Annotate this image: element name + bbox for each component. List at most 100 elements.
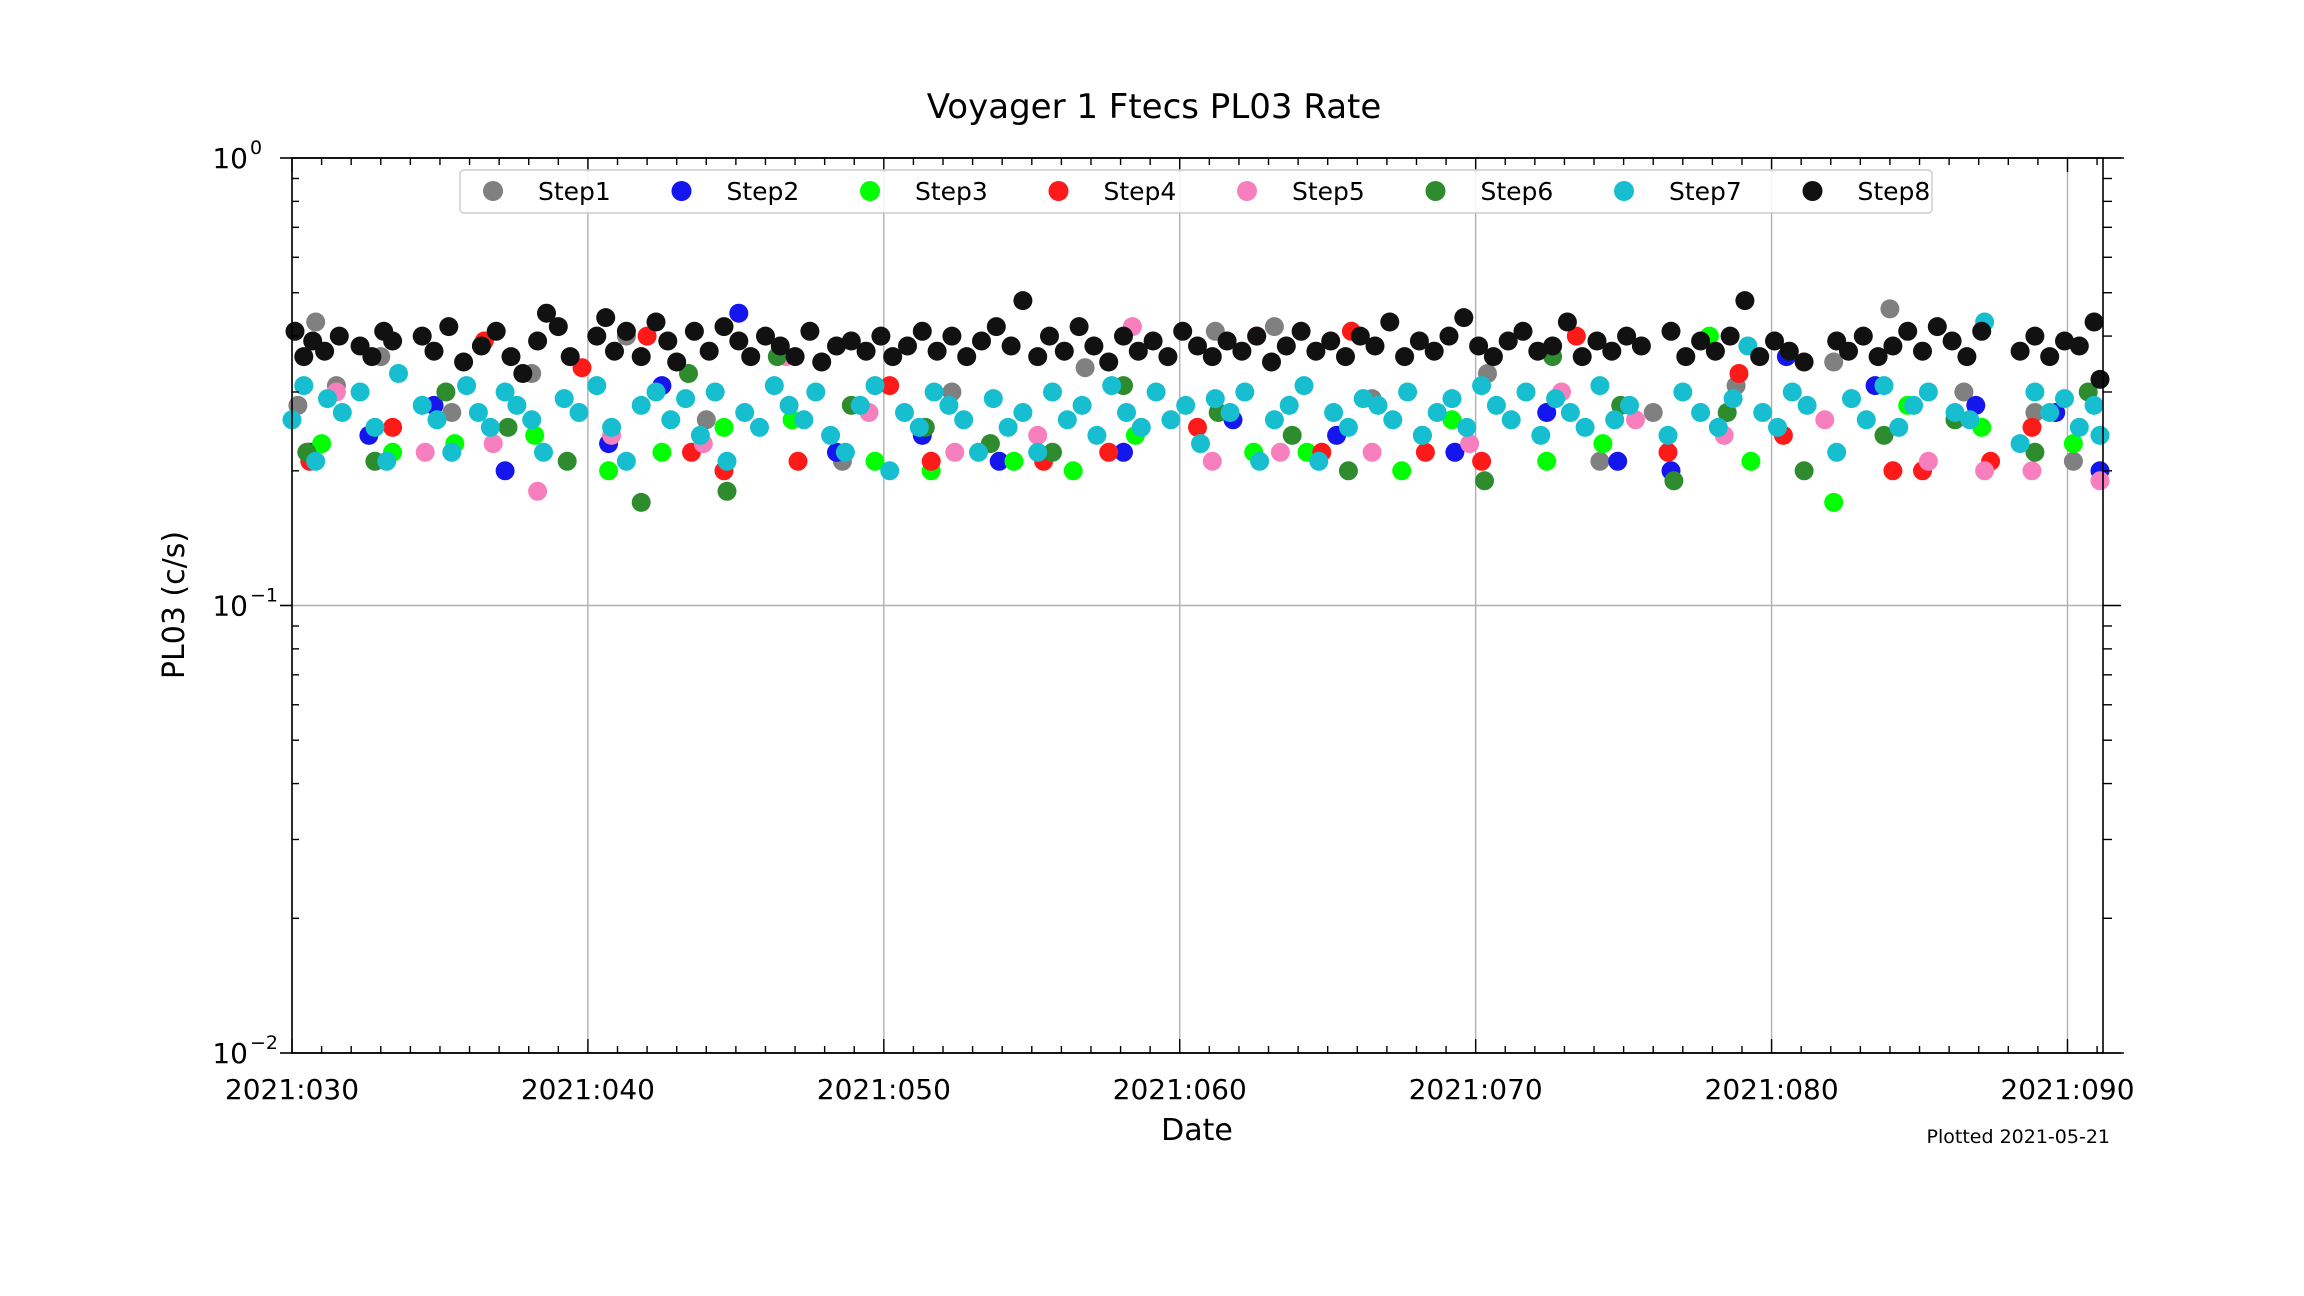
data-point bbox=[1729, 364, 1749, 383]
legend-marker bbox=[1048, 181, 1069, 201]
data-point bbox=[1013, 291, 1033, 311]
data-point bbox=[548, 317, 568, 337]
data-point bbox=[1602, 341, 1622, 361]
data-point bbox=[1395, 347, 1415, 367]
data-point bbox=[294, 347, 314, 367]
data-point bbox=[1457, 417, 1477, 437]
data-point bbox=[1842, 389, 1861, 409]
data-point bbox=[468, 403, 488, 422]
data-point bbox=[557, 451, 577, 471]
data-point bbox=[788, 451, 808, 471]
data-point bbox=[800, 321, 820, 341]
data-point bbox=[741, 347, 761, 367]
data-point bbox=[315, 341, 335, 361]
data-point bbox=[1537, 403, 1557, 422]
data-point bbox=[1954, 382, 1974, 402]
data-point bbox=[835, 442, 855, 462]
legend-marker bbox=[1614, 181, 1634, 201]
data-point bbox=[696, 410, 716, 430]
data-point bbox=[1264, 317, 1284, 337]
data-point bbox=[1415, 442, 1435, 462]
data-point bbox=[528, 481, 548, 501]
data-point bbox=[1856, 410, 1876, 430]
data-point bbox=[1691, 403, 1711, 422]
data-point bbox=[1824, 492, 1844, 512]
data-point bbox=[1608, 451, 1628, 471]
legend-marker bbox=[1802, 181, 1823, 201]
data-point bbox=[871, 326, 891, 346]
data-point bbox=[1114, 442, 1133, 462]
data-point bbox=[1040, 326, 1059, 346]
data-point bbox=[605, 341, 624, 361]
data-point bbox=[972, 331, 991, 351]
data-point bbox=[1353, 389, 1373, 409]
x-tick-label: 2021:080 bbox=[1705, 1073, 1839, 1106]
axis-ticks bbox=[280, 157, 2121, 1054]
legend-label: Step8 bbox=[1858, 177, 1931, 206]
data-point bbox=[1708, 417, 1728, 437]
data-point bbox=[717, 451, 737, 471]
data-point bbox=[1075, 358, 1095, 378]
data-point bbox=[1321, 331, 1341, 351]
data-point bbox=[1161, 410, 1181, 430]
data-point bbox=[383, 417, 403, 437]
data-point bbox=[1874, 425, 1894, 445]
data-point bbox=[1146, 382, 1166, 402]
data-point bbox=[2025, 442, 2045, 462]
data-point bbox=[1383, 410, 1403, 430]
data-point bbox=[850, 395, 870, 415]
data-point bbox=[998, 417, 1018, 437]
data-point bbox=[646, 382, 666, 402]
data-point bbox=[1942, 331, 1962, 351]
data-point bbox=[924, 382, 944, 402]
data-point bbox=[1099, 442, 1119, 462]
data-point bbox=[329, 326, 349, 346]
data-point bbox=[312, 434, 332, 454]
data-point bbox=[1827, 442, 1847, 462]
x-tick-labels: 2021:030 2021:040 2021:050 2021:060 2021:070… bbox=[225, 1073, 2135, 1106]
y-tick-label: 10 bbox=[212, 142, 248, 175]
y-tick-exponent: 0 bbox=[250, 137, 262, 159]
data-point bbox=[362, 347, 382, 367]
data-point bbox=[954, 410, 974, 430]
data-point bbox=[2063, 451, 2083, 471]
data-point bbox=[756, 326, 775, 346]
y-tick-label: 10 bbox=[212, 590, 248, 623]
data-point bbox=[501, 347, 521, 367]
data-point bbox=[285, 321, 305, 341]
data-point bbox=[454, 352, 474, 372]
data-point bbox=[1673, 382, 1693, 402]
x-tick-label: 2021:060 bbox=[1113, 1073, 1247, 1106]
data-point bbox=[1338, 461, 1358, 481]
data-point bbox=[1531, 425, 1551, 445]
data-point bbox=[699, 341, 719, 361]
data-point bbox=[1631, 336, 1651, 356]
x-tick-label: 2021:030 bbox=[225, 1073, 359, 1106]
data-point bbox=[439, 317, 459, 337]
data-point bbox=[1063, 461, 1083, 481]
data-point bbox=[1475, 471, 1494, 491]
data-point bbox=[554, 389, 574, 409]
legend-marker bbox=[1237, 181, 1257, 201]
legend-box bbox=[459, 169, 1933, 214]
data-point bbox=[1114, 326, 1133, 346]
data-point bbox=[1324, 403, 1344, 422]
data-point bbox=[1753, 403, 1773, 422]
data-point bbox=[495, 461, 515, 481]
data-point bbox=[486, 321, 506, 341]
legend-label: Step2 bbox=[727, 177, 800, 206]
data-point bbox=[1913, 341, 1932, 361]
data-point bbox=[1705, 341, 1725, 361]
data-point bbox=[945, 442, 965, 462]
data-point bbox=[498, 417, 518, 437]
data-point bbox=[1498, 331, 1518, 351]
data-point bbox=[1282, 425, 1302, 445]
data-point bbox=[705, 382, 725, 402]
data-point bbox=[1380, 312, 1400, 332]
data-point bbox=[2055, 331, 2074, 351]
y-axis-label: PL03 (c/s) bbox=[157, 531, 192, 679]
data-point bbox=[986, 317, 1006, 337]
data-point bbox=[1590, 376, 1610, 396]
data-point bbox=[1131, 417, 1151, 437]
data-point bbox=[1202, 347, 1222, 367]
